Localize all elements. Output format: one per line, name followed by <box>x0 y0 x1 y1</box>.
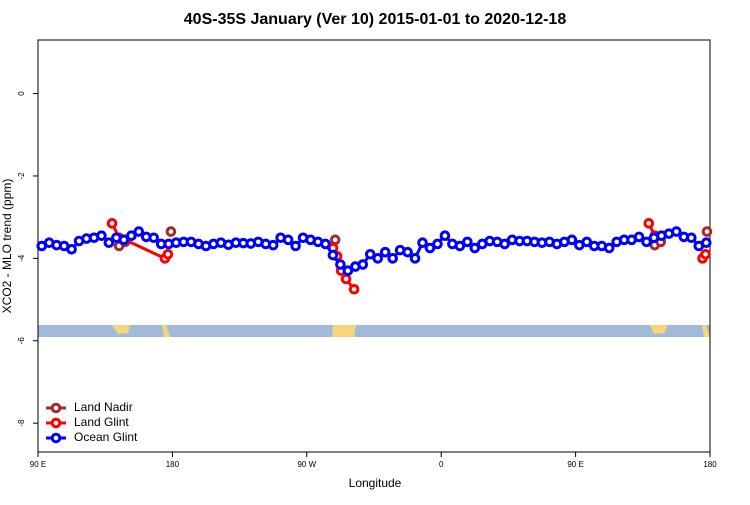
legend-label: Land Glint <box>74 415 129 429</box>
land-blob <box>702 325 710 337</box>
data-point <box>340 273 352 285</box>
data-point <box>439 230 451 241</box>
data-point <box>342 265 354 277</box>
data-point <box>165 226 177 237</box>
data-point <box>348 283 360 295</box>
x-tick-label: 0 <box>439 460 444 469</box>
data-point <box>335 259 346 270</box>
data-point <box>290 240 301 252</box>
data-point <box>499 238 510 250</box>
data-point <box>387 253 398 264</box>
data-point <box>566 234 578 246</box>
data-point <box>432 238 443 250</box>
data-point <box>282 234 294 246</box>
data-point <box>118 234 130 246</box>
x-axis-title: Longitude <box>349 476 402 490</box>
data-point <box>417 237 428 249</box>
data-point <box>641 236 652 248</box>
data-point <box>133 226 145 237</box>
land-blob <box>650 325 668 334</box>
chart-title: 40S-35S January (Ver 10) 2015-01-01 to 2… <box>184 11 567 28</box>
data-point <box>126 230 137 241</box>
legend-label: Ocean Glint <box>74 430 138 444</box>
y-tick-label: -4 <box>17 254 26 262</box>
data-point <box>379 246 391 258</box>
x-tick-label: 90 E <box>567 460 583 469</box>
data-point <box>581 236 593 248</box>
data-point <box>424 242 436 254</box>
data-point <box>643 218 655 229</box>
data-point <box>409 253 421 264</box>
x-tick-label: 180 <box>703 460 717 469</box>
data-point <box>701 226 713 237</box>
y-axis-title: XCO2 - MLO trend (ppm) <box>0 179 14 314</box>
data-point <box>469 242 481 254</box>
legend-marker <box>50 432 62 444</box>
y-tick-label: -8 <box>17 419 26 427</box>
data-point <box>357 259 369 270</box>
x-tick-label: 90 W <box>297 460 316 469</box>
data-point <box>402 246 413 258</box>
data-point <box>372 253 384 264</box>
data-point <box>603 242 615 254</box>
y-tick-label: -2 <box>17 172 26 180</box>
y-tick-label: 0 <box>17 91 26 96</box>
y-tick-label: -6 <box>17 337 26 345</box>
data-point <box>633 231 645 243</box>
x-tick-label: 90 E <box>30 460 46 469</box>
data-point <box>700 237 712 249</box>
data-point <box>320 238 331 250</box>
surface-strip <box>38 325 710 337</box>
land-blob <box>112 325 130 334</box>
data-point <box>162 248 174 260</box>
data-point <box>267 239 279 251</box>
legend-marker <box>50 402 62 414</box>
data-point <box>327 249 339 261</box>
x-tick-label: 180 <box>166 460 180 469</box>
data-point <box>462 236 473 248</box>
legend-label: Land Nadir <box>74 400 133 414</box>
data-point <box>329 234 341 246</box>
ocean-strip <box>38 325 710 337</box>
data-point <box>66 243 77 255</box>
data-point <box>96 230 107 241</box>
data-point <box>364 248 376 260</box>
data-point <box>106 218 118 229</box>
data-point <box>148 232 160 244</box>
legend-marker <box>50 417 62 429</box>
data-point <box>671 226 682 237</box>
land-blob <box>162 325 170 337</box>
data-point <box>103 237 115 249</box>
data-point <box>454 240 466 252</box>
data-point <box>686 232 697 244</box>
land-blob <box>332 325 356 337</box>
data-point <box>700 248 711 260</box>
